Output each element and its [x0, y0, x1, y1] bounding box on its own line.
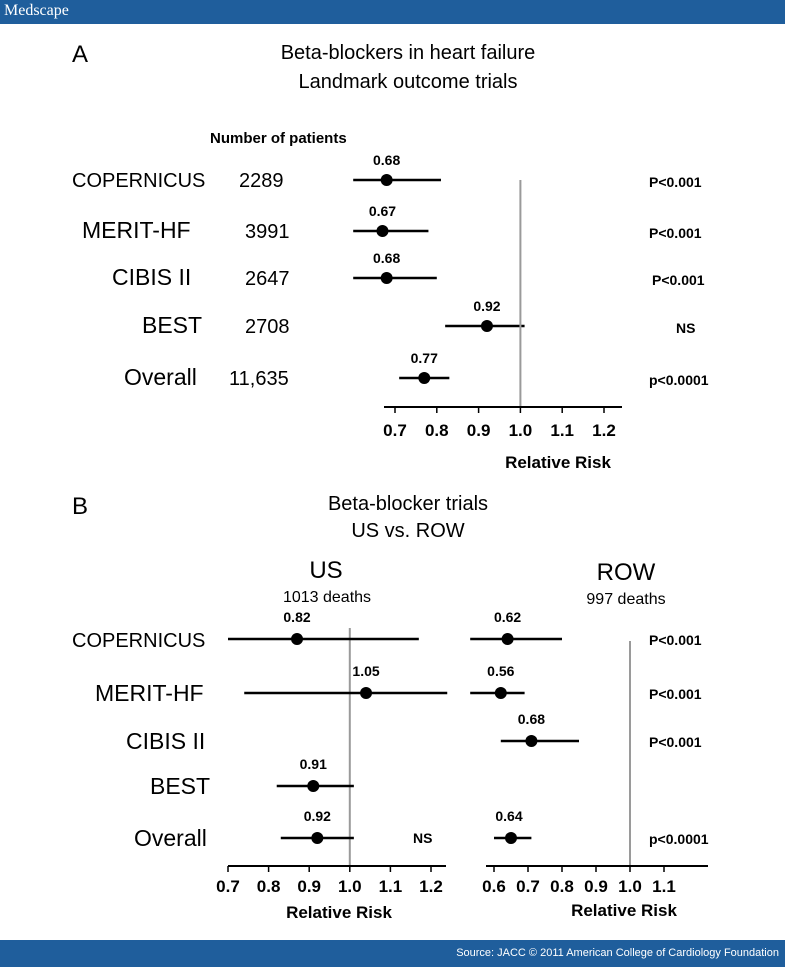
point-estimate — [380, 174, 393, 186]
x-axis-label: Relative Risk — [505, 453, 611, 472]
estimate-label-row: 0.68 — [518, 711, 545, 727]
row-patient-count: 11,635 — [229, 368, 289, 390]
x-tick-label: 0.8 — [425, 421, 449, 440]
point-estimate-us — [311, 832, 324, 844]
estimate-label: 0.67 — [369, 203, 396, 219]
x-tick-label: 0.7 — [383, 421, 407, 440]
panel-b-label: B — [72, 493, 88, 520]
row-patient-count: 2647 — [245, 268, 290, 290]
point-estimate — [376, 225, 389, 237]
point-estimate-us — [307, 780, 320, 792]
row-patient-count: 2289 — [239, 170, 284, 192]
x-tick-label-us: 1.2 — [419, 877, 443, 896]
x-axis-label-us: Relative Risk — [286, 903, 392, 922]
point-estimate — [418, 372, 431, 384]
point-estimate — [480, 320, 493, 332]
subpanel-title-row: ROW — [597, 559, 656, 586]
x-tick-label-us: 0.7 — [216, 877, 240, 896]
row-patient-count: 3991 — [245, 221, 290, 243]
x-axis-label-row: Relative Risk — [571, 901, 677, 920]
panel-b-title: Beta-blocker trials — [328, 493, 488, 515]
p-value: p<0.0001 — [649, 372, 709, 388]
column-header-patients: Number of patients — [210, 130, 347, 147]
x-tick-label-us: 0.9 — [297, 877, 321, 896]
p-value-row: P<0.001 — [649, 686, 702, 702]
estimate-label-us: 0.91 — [300, 756, 327, 772]
row-label: BEST — [150, 773, 210, 799]
row-label: BEST — [142, 312, 202, 338]
x-tick-label-row: 0.6 — [482, 877, 506, 896]
p-value: P<0.001 — [649, 225, 702, 241]
x-tick-label-us: 0.8 — [257, 877, 281, 896]
figure: A Beta-blockers in heart failure Landmark … — [72, 41, 709, 922]
estimate-label-us: 1.05 — [352, 663, 379, 679]
row-label: MERIT-HF — [82, 217, 191, 243]
p-value-us: NS — [413, 830, 432, 846]
p-value: NS — [676, 320, 695, 336]
estimate-label-row: 0.64 — [495, 808, 522, 824]
point-estimate-row — [494, 687, 507, 699]
x-tick-label-us: 1.1 — [379, 877, 403, 896]
header-bar: Medscape — [0, 0, 785, 24]
subpanel-deaths-us: 1013 deaths — [283, 589, 371, 606]
row-label: MERIT-HF — [95, 680, 204, 706]
source-credit: Source: JACC © 2011 American College of … — [456, 947, 779, 959]
footer-bar: Source: JACC © 2011 American College of … — [0, 940, 785, 967]
point-estimate-row — [505, 832, 517, 844]
row-patient-count: 2708 — [245, 316, 290, 338]
panel-a-title: Beta-blockers in heart failure — [281, 42, 536, 64]
row-label: Overall — [134, 825, 207, 851]
x-tick-label: 1.0 — [509, 421, 533, 440]
estimate-label: 0.92 — [473, 298, 500, 314]
subpanel-deaths-row: 997 deaths — [586, 591, 665, 608]
estimate-label: 0.68 — [373, 152, 400, 168]
brand-logo: Medscape — [4, 2, 69, 19]
x-tick-label-us: 1.0 — [338, 877, 362, 896]
x-tick-label: 0.9 — [467, 421, 491, 440]
estimate-label: 0.68 — [373, 250, 400, 266]
point-estimate-row — [525, 735, 538, 747]
x-tick-label-row: 0.9 — [584, 877, 608, 896]
x-tick-label: 1.2 — [592, 421, 616, 440]
panel-a-subtitle: Landmark outcome trials — [299, 71, 518, 93]
x-tick-label-row: 1.0 — [618, 877, 642, 896]
point-estimate-us — [360, 687, 373, 699]
estimate-label: 0.77 — [411, 350, 438, 366]
p-value-row: P<0.001 — [649, 734, 702, 750]
panel-b-subtitle: US vs. ROW — [351, 520, 464, 542]
p-value: P<0.001 — [652, 272, 705, 288]
row-label: Overall — [124, 364, 197, 390]
x-tick-label-row: 0.7 — [516, 877, 540, 896]
p-value: P<0.001 — [649, 174, 702, 190]
estimate-label-row: 0.56 — [487, 663, 514, 679]
point-estimate-row — [501, 633, 514, 645]
p-value-row: P<0.001 — [649, 632, 702, 648]
estimate-label-row: 0.62 — [494, 609, 521, 625]
p-value-row: p<0.0001 — [649, 831, 709, 847]
row-label: CIBIS II — [112, 264, 191, 290]
x-tick-label-row: 0.8 — [550, 877, 574, 896]
point-estimate-us — [291, 633, 304, 645]
estimate-label-us: 0.82 — [283, 609, 310, 625]
row-label: COPERNICUS — [72, 170, 205, 192]
panel-a-label: A — [72, 41, 88, 68]
estimate-label-us: 0.92 — [304, 808, 331, 824]
x-tick-label: 1.1 — [550, 421, 574, 440]
point-estimate — [380, 272, 393, 284]
subpanel-title-us: US — [309, 557, 342, 584]
row-label: CIBIS II — [126, 728, 205, 754]
x-tick-label-row: 1.1 — [652, 877, 676, 896]
row-label: COPERNICUS — [72, 630, 205, 652]
